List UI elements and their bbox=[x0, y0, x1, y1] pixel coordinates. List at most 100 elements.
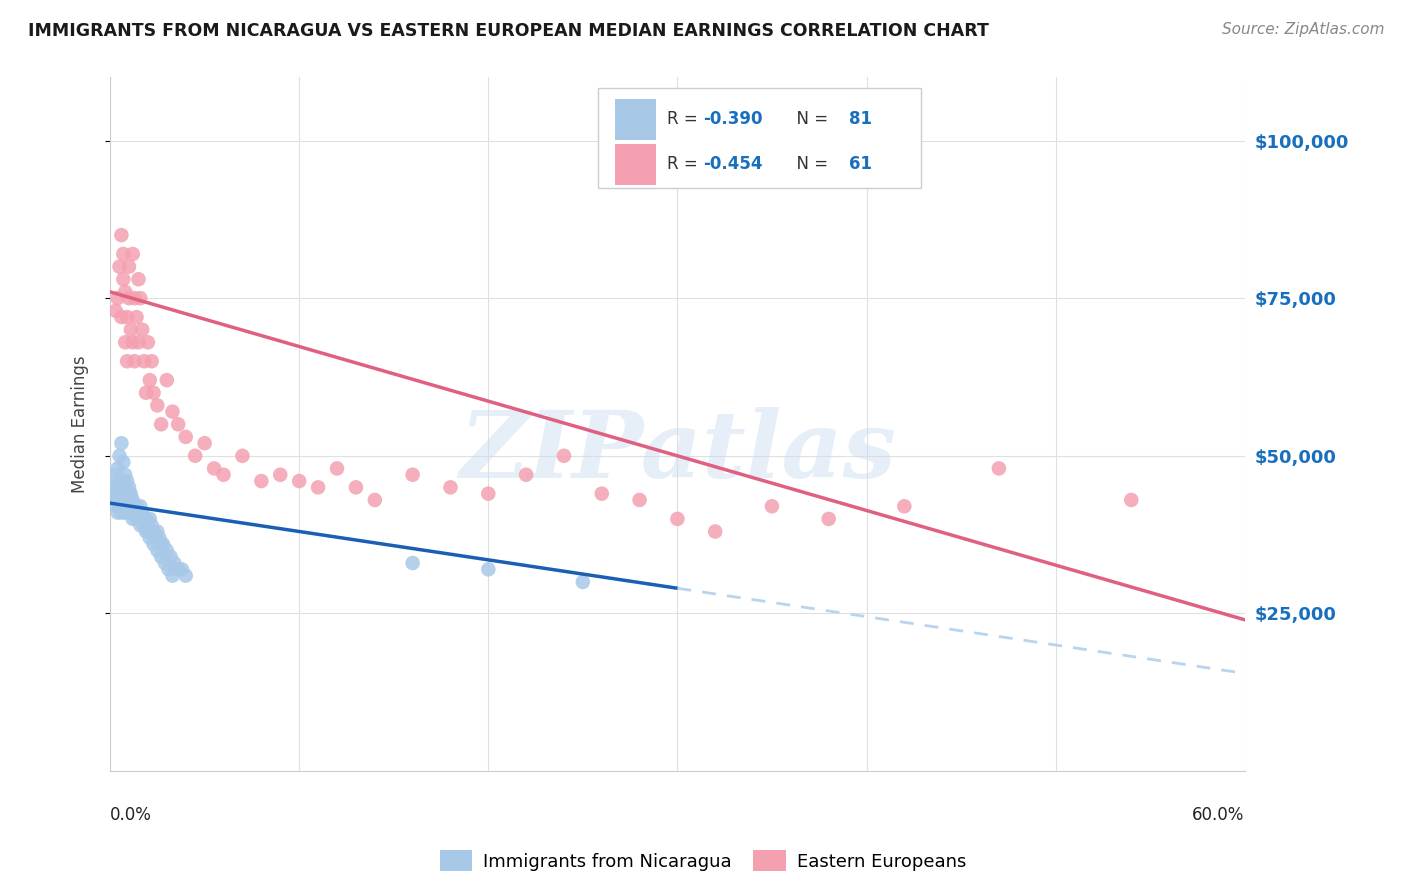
Point bbox=[120, 323, 142, 337]
Point bbox=[666, 512, 689, 526]
Point bbox=[184, 449, 207, 463]
Point bbox=[152, 537, 174, 551]
Point bbox=[142, 524, 165, 539]
Point bbox=[174, 568, 197, 582]
Point bbox=[127, 335, 149, 350]
Point bbox=[112, 486, 135, 500]
Point bbox=[124, 291, 146, 305]
Point bbox=[121, 247, 143, 261]
Point bbox=[162, 568, 184, 582]
Point bbox=[326, 461, 349, 475]
Point bbox=[167, 562, 190, 576]
Point bbox=[114, 486, 136, 500]
Point bbox=[364, 492, 387, 507]
Point bbox=[104, 480, 127, 494]
Text: 0.0%: 0.0% bbox=[110, 805, 152, 824]
Point bbox=[761, 500, 783, 514]
Point bbox=[125, 512, 148, 526]
Point bbox=[120, 486, 142, 500]
Legend: Immigrants from Nicaragua, Eastern Europeans: Immigrants from Nicaragua, Eastern Europ… bbox=[433, 843, 973, 879]
Point bbox=[146, 398, 169, 412]
Point bbox=[163, 556, 186, 570]
Text: Source: ZipAtlas.com: Source: ZipAtlas.com bbox=[1222, 22, 1385, 37]
Point bbox=[159, 549, 181, 564]
Point bbox=[108, 492, 131, 507]
Point bbox=[124, 500, 146, 514]
Text: 61: 61 bbox=[849, 155, 872, 173]
Point bbox=[477, 562, 499, 576]
Point bbox=[112, 455, 135, 469]
Point bbox=[121, 492, 143, 507]
Point bbox=[142, 385, 165, 400]
Point bbox=[157, 562, 180, 576]
Point bbox=[112, 272, 135, 286]
Point bbox=[121, 335, 143, 350]
Point bbox=[125, 500, 148, 514]
Point bbox=[110, 310, 132, 324]
Point bbox=[401, 556, 423, 570]
Point bbox=[118, 260, 141, 274]
Point bbox=[153, 556, 176, 570]
Point bbox=[150, 417, 173, 432]
Point bbox=[141, 354, 163, 368]
Point bbox=[307, 480, 329, 494]
Point bbox=[132, 354, 155, 368]
Point bbox=[135, 385, 157, 400]
Text: N =: N = bbox=[786, 155, 834, 173]
Point bbox=[146, 524, 169, 539]
Point bbox=[108, 500, 131, 514]
Point bbox=[174, 430, 197, 444]
Point bbox=[107, 506, 129, 520]
Text: R =: R = bbox=[668, 111, 703, 128]
Point bbox=[115, 474, 138, 488]
Point bbox=[136, 524, 159, 539]
Point bbox=[104, 467, 127, 482]
Point bbox=[114, 285, 136, 299]
Point bbox=[107, 461, 129, 475]
Point bbox=[591, 486, 613, 500]
Point bbox=[344, 480, 367, 494]
Point bbox=[131, 323, 153, 337]
Point bbox=[118, 480, 141, 494]
Point bbox=[129, 500, 152, 514]
Point bbox=[121, 506, 143, 520]
Point bbox=[115, 500, 138, 514]
FancyBboxPatch shape bbox=[614, 144, 655, 185]
Point bbox=[114, 467, 136, 482]
Point bbox=[118, 291, 141, 305]
Point bbox=[131, 506, 153, 520]
Text: -0.390: -0.390 bbox=[703, 111, 763, 128]
Point bbox=[127, 506, 149, 520]
Point bbox=[127, 512, 149, 526]
Point bbox=[108, 449, 131, 463]
Point bbox=[401, 467, 423, 482]
Point bbox=[103, 492, 125, 507]
Point bbox=[231, 449, 253, 463]
Point bbox=[515, 467, 537, 482]
Point bbox=[115, 354, 138, 368]
Point bbox=[107, 474, 129, 488]
Point bbox=[114, 506, 136, 520]
Point bbox=[112, 247, 135, 261]
Point bbox=[162, 405, 184, 419]
Point bbox=[127, 272, 149, 286]
Text: 60.0%: 60.0% bbox=[1192, 805, 1244, 824]
Point bbox=[987, 461, 1010, 475]
Point bbox=[118, 492, 141, 507]
Point bbox=[114, 492, 136, 507]
Point bbox=[114, 335, 136, 350]
Point bbox=[139, 512, 162, 526]
Point bbox=[167, 417, 190, 432]
Point bbox=[136, 335, 159, 350]
Point bbox=[132, 512, 155, 526]
Point bbox=[104, 500, 127, 514]
FancyBboxPatch shape bbox=[598, 87, 921, 188]
Point bbox=[1121, 492, 1143, 507]
Point bbox=[107, 291, 129, 305]
Point bbox=[156, 373, 179, 387]
Text: -0.454: -0.454 bbox=[703, 155, 763, 173]
Point bbox=[110, 480, 132, 494]
Point bbox=[150, 537, 173, 551]
Point bbox=[146, 543, 169, 558]
Point bbox=[145, 531, 167, 545]
